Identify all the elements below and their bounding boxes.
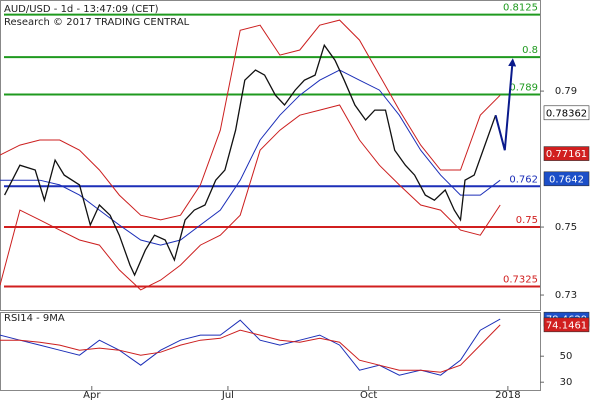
level-label: 0.8125 [503,3,538,14]
x-tick-label: Apr [83,390,101,400]
x-tick-label: Oct [360,390,377,400]
chart-title: AUD/USD - 1d - 13:47:09 (CET) [4,4,159,15]
series-line [0,19,501,221]
series-line [0,318,501,376]
level-label: 0.7325 [503,275,538,286]
level-label: 0.789 [509,82,538,93]
price-badge [543,146,590,161]
rsi-panel [0,312,541,391]
y-tick-label: 30 [560,377,573,388]
chart-subtitle: Research © 2017 TRADING CENTRAL [4,17,190,28]
price-badge-label: 0.78362 [546,108,587,119]
series-line [0,69,501,246]
x-tick-label: Jul [221,390,234,400]
rsi-title: RSI14 - 9MA [4,313,65,324]
price-badge [543,105,590,121]
price-badge [543,171,590,187]
price-badge-label: 0.7642 [549,174,584,185]
series-line [4,43,497,277]
y-tick-label: 0.79 [555,86,577,97]
price-badge [543,317,590,333]
series-line [0,104,501,291]
level-label: 0.762 [509,174,538,185]
price-badge-label: 74.1461 [546,320,587,331]
price-panel [0,0,541,311]
y-tick-label: 0.75 [555,222,577,233]
series-line [0,324,501,373]
y-tick-label: 50 [560,351,573,362]
level-label: 0.8 [522,45,538,56]
x-tick-label: 2018 [495,390,520,400]
level-label: 0.75 [516,215,538,226]
price-badge-label: 0.77161 [546,149,587,160]
y-tick-label: 0.73 [555,290,577,301]
forecast-arrow [494,58,517,151]
